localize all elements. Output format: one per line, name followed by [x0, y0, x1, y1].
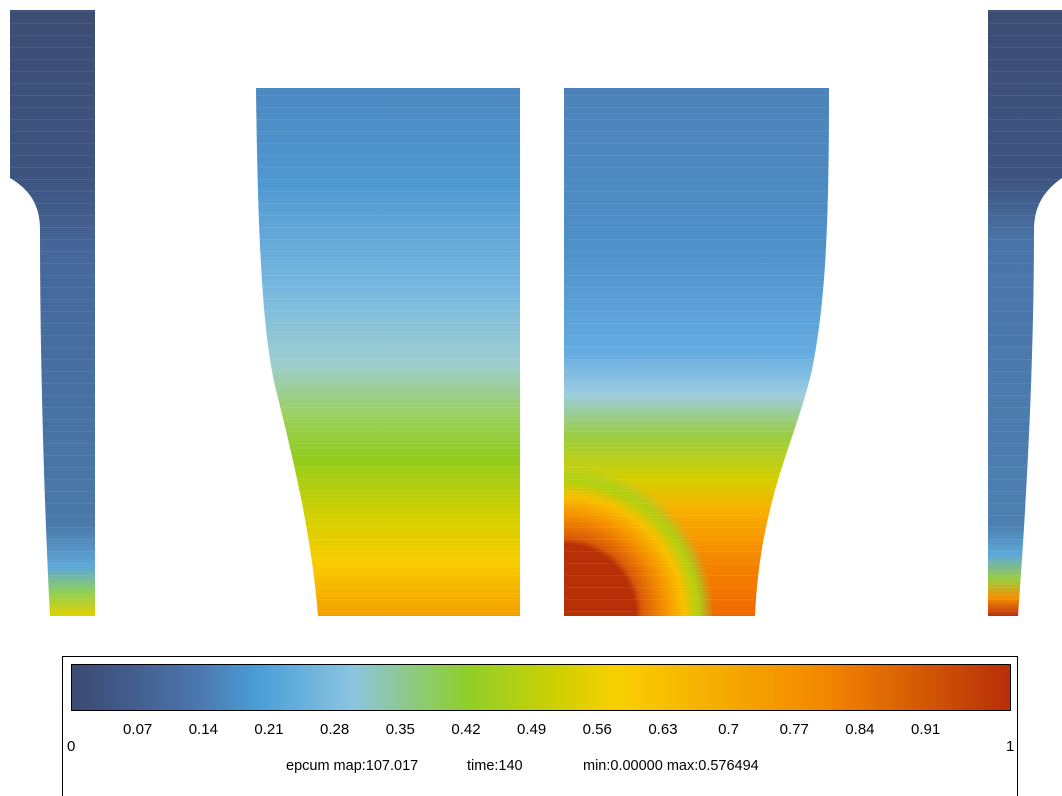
colorbar-gradient — [72, 665, 1010, 710]
colorbar-tick-label: 0.7 — [718, 721, 740, 738]
colorbar — [71, 664, 1011, 711]
caption-range: min:0.00000 max:0.576494 — [583, 758, 759, 774]
colorbar-tick-label: 0.63 — [648, 721, 678, 738]
colorbar-tick-label: 0.91 — [910, 721, 941, 738]
colorbar-tick-label: 0.56 — [582, 721, 612, 738]
colorbar-min-label: 0 — [67, 738, 76, 755]
colorbar-tick-label: 0.14 — [188, 721, 218, 738]
caption-time: time:140 — [467, 758, 523, 774]
colorbar-tick-label: 0.49 — [517, 721, 547, 738]
legend-box: 0.07 0.14 0.21 0.28 0.35 0.42 0.49 0.56 0.63 0.7 0… — [62, 656, 1018, 796]
caption-field: epcum map:107.017 — [286, 758, 419, 774]
colorbar-tick-label: 0.84 — [845, 721, 875, 738]
colorbar-tick-label: 0.07 — [123, 721, 153, 738]
colorbar-tick-label: 0.35 — [385, 721, 415, 738]
colorbar-tick-label: 0.21 — [254, 721, 284, 738]
colorbar-tick-label: 0.28 — [320, 721, 350, 738]
colorbar-max-label: 1 — [1006, 738, 1015, 755]
colorbar-tick-label: 0.42 — [451, 721, 481, 738]
colorbar-tick-label: 0.77 — [779, 721, 809, 738]
